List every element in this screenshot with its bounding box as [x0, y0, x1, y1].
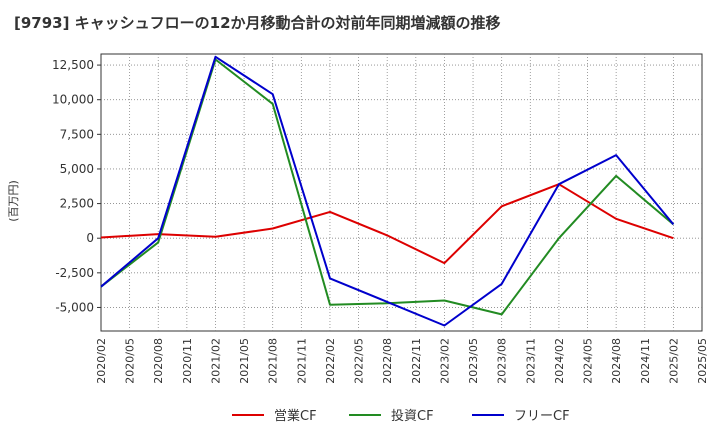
- axis-layer: 2020/02 2020/05 2020/08 2020/11 2021/02 2021/…: [52, 58, 709, 384]
- series-line-1: [100, 183, 674, 265]
- x-tick-label: 2022/11: [410, 338, 423, 384]
- y-tick-label: 12,500: [52, 58, 94, 72]
- chart-title: [9793] キャッシュフローの12か月移動合計の対前年同期増減額の推移: [14, 14, 501, 32]
- y-tick-label: -2,500: [55, 266, 94, 280]
- y-tick-label: 5,000: [60, 162, 94, 176]
- x-tick-label: 2021/05: [238, 338, 251, 384]
- x-tick-label: 2023/02: [438, 338, 451, 384]
- y-tick-label: 7,500: [60, 127, 94, 141]
- y-tick-label: 2,500: [60, 197, 94, 211]
- plot-frame: [100, 53, 703, 332]
- x-tick-label: 2025/05: [696, 338, 709, 384]
- x-tick-label: 2020/05: [124, 338, 137, 384]
- x-tick-label: 2025/02: [667, 338, 680, 384]
- y-tick-label: -5,000: [55, 300, 94, 314]
- x-tick-label: 2023/11: [524, 338, 537, 384]
- series-line-3: [100, 55, 675, 327]
- x-tick-label: 2020/11: [181, 338, 194, 384]
- y-axis-label: (百万円): [7, 180, 20, 222]
- y-tick-label: 10,000: [52, 93, 94, 107]
- x-tick-label: 2022/08: [381, 338, 394, 384]
- x-tick-label: 2023/08: [496, 338, 509, 384]
- x-tick-label: 2020/02: [95, 338, 108, 384]
- x-tick-label: 2024/02: [553, 338, 566, 384]
- legend: 営業CF 投資CF フリーCF: [232, 408, 570, 424]
- x-tick-label: 2024/05: [582, 338, 595, 384]
- series-layer: [100, 55, 675, 327]
- legend-label-3: フリーCF: [514, 409, 570, 424]
- x-tick-label: 2021/02: [209, 338, 222, 384]
- x-tick-label: 2024/08: [610, 338, 623, 384]
- legend-label-2: 投資CF: [391, 408, 434, 424]
- x-tick-label: 2020/08: [152, 338, 165, 384]
- x-tick-label: 2024/11: [639, 338, 652, 384]
- x-tick-label: 2021/08: [267, 338, 280, 384]
- grid-layer: [100, 53, 703, 332]
- x-tick-label: 2023/05: [467, 338, 480, 384]
- y-tick-label: 0: [86, 231, 94, 245]
- legend-label-1: 営業CF: [274, 408, 317, 424]
- x-tick-label: 2021/11: [295, 338, 308, 384]
- x-tick-label: 2022/02: [324, 338, 337, 384]
- x-tick-label: 2022/05: [353, 338, 366, 384]
